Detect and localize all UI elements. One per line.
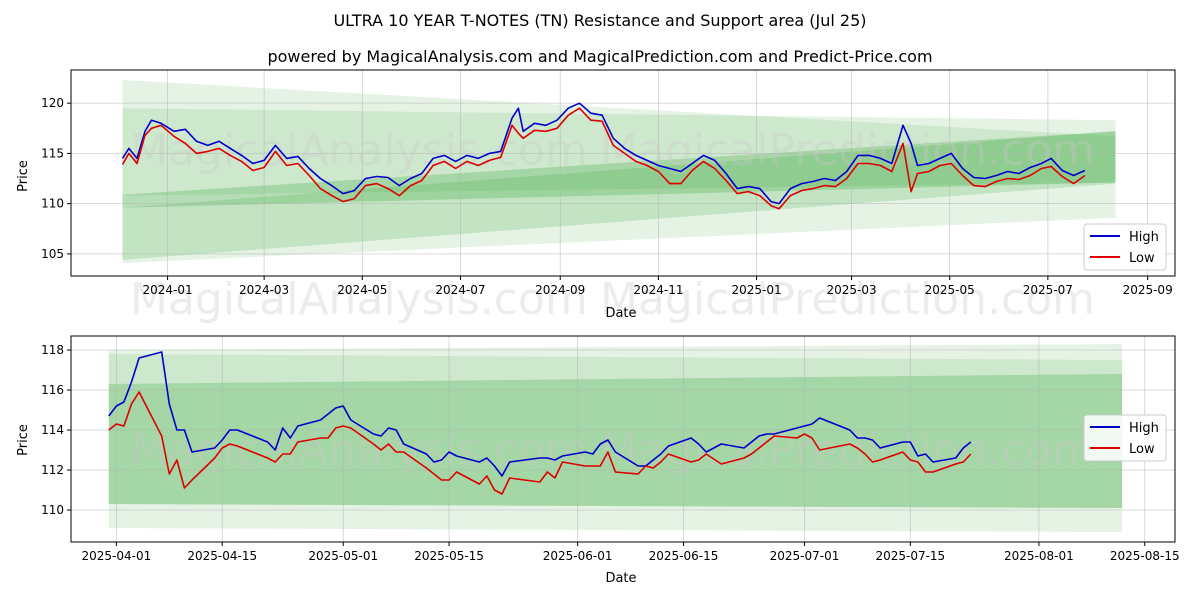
top-legend-high-label: High [1129,230,1159,245]
top-x-tick-label: 2025-05 [925,283,975,297]
bottom-series-low-line [108,391,972,495]
chart-title: ULTRA 10 YEAR T-NOTES (TN) Resistance an… [333,11,866,30]
bottom-legend-low-label: Low [1129,442,1155,457]
top-x-tick-label: 2024-01 [142,283,192,297]
top-y-tick-label: 115 [41,146,64,160]
chart-subtitle: powered by MagicalAnalysis.com and Magic… [267,47,932,66]
top-x-tick-label: 2025-01 [732,283,782,297]
bottom-x-tick-label: 2025-04-01 [81,549,151,563]
bottom-y-tick-label: 114 [41,423,64,437]
bottom-plot-frame [70,335,1176,543]
bottom-band-0 [108,344,1123,532]
bottom-x-tick-label: 2025-05-15 [414,549,484,563]
bottom-watermark-right: MagicalPrediction.com [600,425,1095,476]
top-x-axis-label: Date [605,306,636,321]
bottom-x-ticks: 2025-04-01 2025-04-15 2025-05-01 2025-05-15… [81,542,1180,563]
top-series-high-line [121,102,1086,205]
top-x-tick-label: 2025-09 [1123,283,1173,297]
bottom-grid [71,336,1175,542]
top-plot-frame [70,69,1176,277]
top-x-tick-label: 2024-07 [435,283,485,297]
top-x-tick-label: 2024-11 [633,283,683,297]
bottom-x-tick-label: 2025-07-15 [875,549,945,563]
top-y-axis-label: Price [16,160,31,192]
top-y-tick-label: 110 [41,197,64,211]
top-x-tick-label: 2024-09 [535,283,585,297]
bottom-support-resistance-bands [108,344,1123,532]
top-band-1 [122,108,1116,196]
top-series-lines [121,102,1086,210]
bottom-y-axis-label: Price [16,424,31,456]
bottom-x-tick-label: 2025-05-01 [308,549,378,563]
top-x-ticks: 2024-01 2024-03 2024-05 2024-07 2024-09 2024-… [142,276,1173,297]
top-x-tick-label: 2024-05 [337,283,387,297]
top-support-resistance-bands [122,80,1116,263]
top-watermark-right: MagicalPrediction.com [600,125,1095,176]
bottom-x-tick-label: 2025-07-01 [770,549,840,563]
bottom-x-tick-label: 2025-08-15 [1110,549,1180,563]
top-chart: MagicalAnalysis.com MagicalPrediction.co… [16,69,1176,325]
bottom-x-tick-label: 2025-08-01 [1004,549,1074,563]
bottom-x-tick-label: 2025-06-01 [543,549,613,563]
top-series-low-line [121,107,1086,210]
top-legend: High Low [1083,223,1167,271]
top-watermark-right-lower: MagicalPrediction.com [600,274,1095,325]
bottom-band-2 [108,374,1123,508]
bottom-legend: High Low [1083,414,1167,462]
top-plot-background [71,70,1175,276]
top-y-tick-label: 120 [41,96,64,110]
bottom-series-high-line [108,351,972,477]
bottom-legend-high-label: High [1129,421,1159,436]
bottom-plot-background [71,336,1175,542]
bottom-chart: MagicalAnalysis.com MagicalPrediction.co… [16,335,1180,586]
bottom-x-axis-label: Date [605,571,636,586]
bottom-y-tick-label: 118 [41,343,64,357]
bottom-y-tick-label: 110 [41,503,64,517]
bottom-series-lines [108,351,972,495]
top-watermark-left-lower: MagicalAnalysis.com [130,274,588,325]
top-x-tick-label: 2025-07 [1023,283,1073,297]
bottom-y-ticks: 110 112 114 116 118 [41,343,71,517]
bottom-x-tick-label: 2025-06-15 [649,549,719,563]
top-x-tick-label: 2025-03 [826,283,876,297]
bottom-band-1 [108,354,1123,508]
top-legend-low-label: Low [1129,251,1155,266]
top-x-tick-label: 2024-03 [239,283,289,297]
top-band-0 [122,80,1116,263]
bottom-y-tick-label: 116 [41,383,64,397]
top-y-ticks: 105 110 115 120 [41,96,71,261]
top-band-2 [122,131,1116,208]
top-grid [71,70,1175,276]
top-y-tick-label: 105 [41,247,64,261]
top-watermark-left: MagicalAnalysis.com [130,125,588,176]
bottom-x-tick-label: 2025-04-15 [187,549,257,563]
bottom-y-tick-label: 112 [41,463,64,477]
